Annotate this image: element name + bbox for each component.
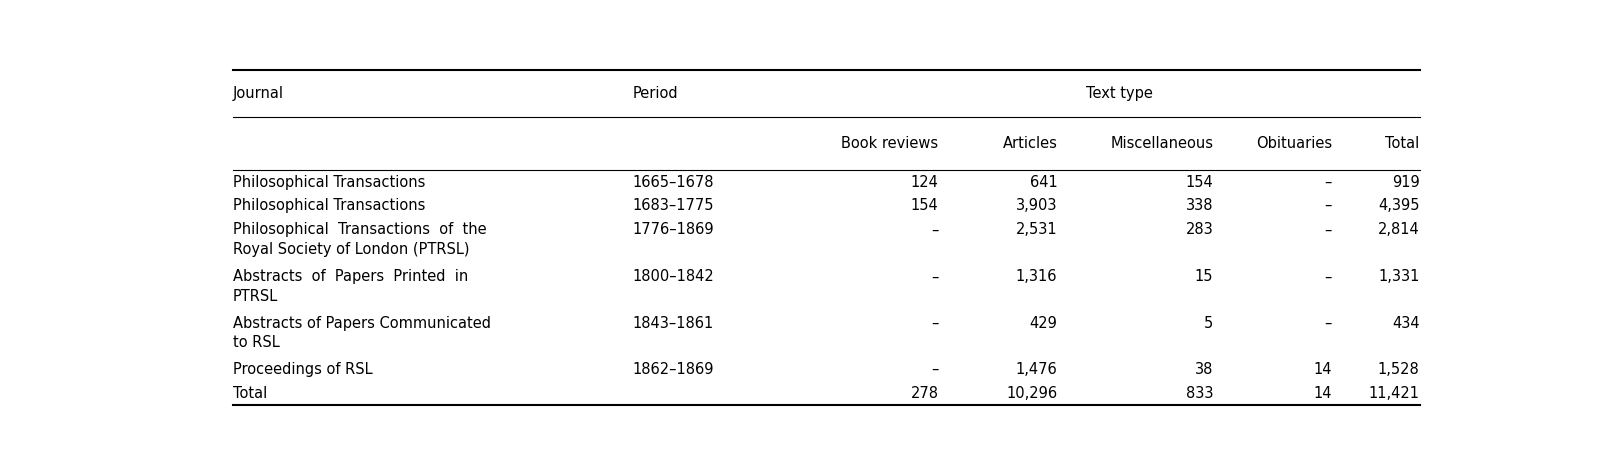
Text: Total: Total	[232, 385, 268, 401]
Text: 10,296: 10,296	[1006, 385, 1057, 401]
Text: 38: 38	[1194, 362, 1214, 377]
Text: 1,528: 1,528	[1378, 362, 1420, 377]
Text: –: –	[1325, 222, 1332, 238]
Text: Philosophical Transactions: Philosophical Transactions	[232, 198, 426, 213]
Text: Proceedings of RSL: Proceedings of RSL	[232, 362, 372, 377]
Text: 3,903: 3,903	[1016, 198, 1057, 213]
Text: –: –	[932, 269, 938, 285]
Text: 1665–1678: 1665–1678	[632, 174, 714, 190]
Text: 429: 429	[1030, 316, 1057, 331]
Text: Total: Total	[1385, 136, 1420, 151]
Text: 1,331: 1,331	[1378, 269, 1420, 285]
Text: –: –	[932, 316, 938, 331]
Text: –: –	[1325, 198, 1332, 213]
Text: 15: 15	[1194, 269, 1214, 285]
Text: 2,531: 2,531	[1016, 222, 1057, 238]
Text: 278: 278	[911, 385, 938, 401]
Text: –: –	[1325, 174, 1332, 190]
Text: 641: 641	[1030, 174, 1057, 190]
Text: 1800–1842: 1800–1842	[632, 269, 714, 285]
Text: 338: 338	[1186, 198, 1214, 213]
Text: Abstracts  of  Papers  Printed  in: Abstracts of Papers Printed in	[232, 269, 467, 285]
Text: 154: 154	[911, 198, 938, 213]
Text: Royal Society of London (PTRSL): Royal Society of London (PTRSL)	[232, 242, 469, 257]
Text: Obituaries: Obituaries	[1256, 136, 1332, 151]
Text: PTRSL: PTRSL	[232, 289, 277, 304]
Text: 1843–1861: 1843–1861	[632, 316, 714, 331]
Text: 434: 434	[1391, 316, 1420, 331]
Text: 124: 124	[911, 174, 938, 190]
Text: –: –	[932, 222, 938, 238]
Text: 14: 14	[1314, 385, 1332, 401]
Text: 1862–1869: 1862–1869	[632, 362, 714, 377]
Text: 1776–1869: 1776–1869	[632, 222, 714, 238]
Text: Abstracts of Papers Communicated: Abstracts of Papers Communicated	[232, 316, 490, 331]
Text: 1,476: 1,476	[1016, 362, 1057, 377]
Text: 283: 283	[1186, 222, 1214, 238]
Text: –: –	[1325, 316, 1332, 331]
Text: 919: 919	[1391, 174, 1420, 190]
Text: –: –	[932, 362, 938, 377]
Text: Journal: Journal	[232, 86, 284, 101]
Text: Philosophical  Transactions  of  the: Philosophical Transactions of the	[232, 222, 487, 238]
Text: Miscellaneous: Miscellaneous	[1111, 136, 1214, 151]
Text: 1683–1775: 1683–1775	[632, 198, 714, 213]
Text: Philosophical Transactions: Philosophical Transactions	[232, 174, 426, 190]
Text: 2,814: 2,814	[1378, 222, 1420, 238]
Text: Book reviews: Book reviews	[841, 136, 938, 151]
Text: 154: 154	[1186, 174, 1214, 190]
Text: 14: 14	[1314, 362, 1332, 377]
Text: Articles: Articles	[1003, 136, 1057, 151]
Text: 4,395: 4,395	[1378, 198, 1420, 213]
Text: 1,316: 1,316	[1016, 269, 1057, 285]
Text: Period: Period	[632, 86, 679, 101]
Text: –: –	[1325, 269, 1332, 285]
Text: to RSL: to RSL	[232, 335, 279, 351]
Text: 11,421: 11,421	[1369, 385, 1420, 401]
Text: 5: 5	[1204, 316, 1214, 331]
Text: 833: 833	[1186, 385, 1214, 401]
Text: Text type: Text type	[1086, 86, 1153, 101]
